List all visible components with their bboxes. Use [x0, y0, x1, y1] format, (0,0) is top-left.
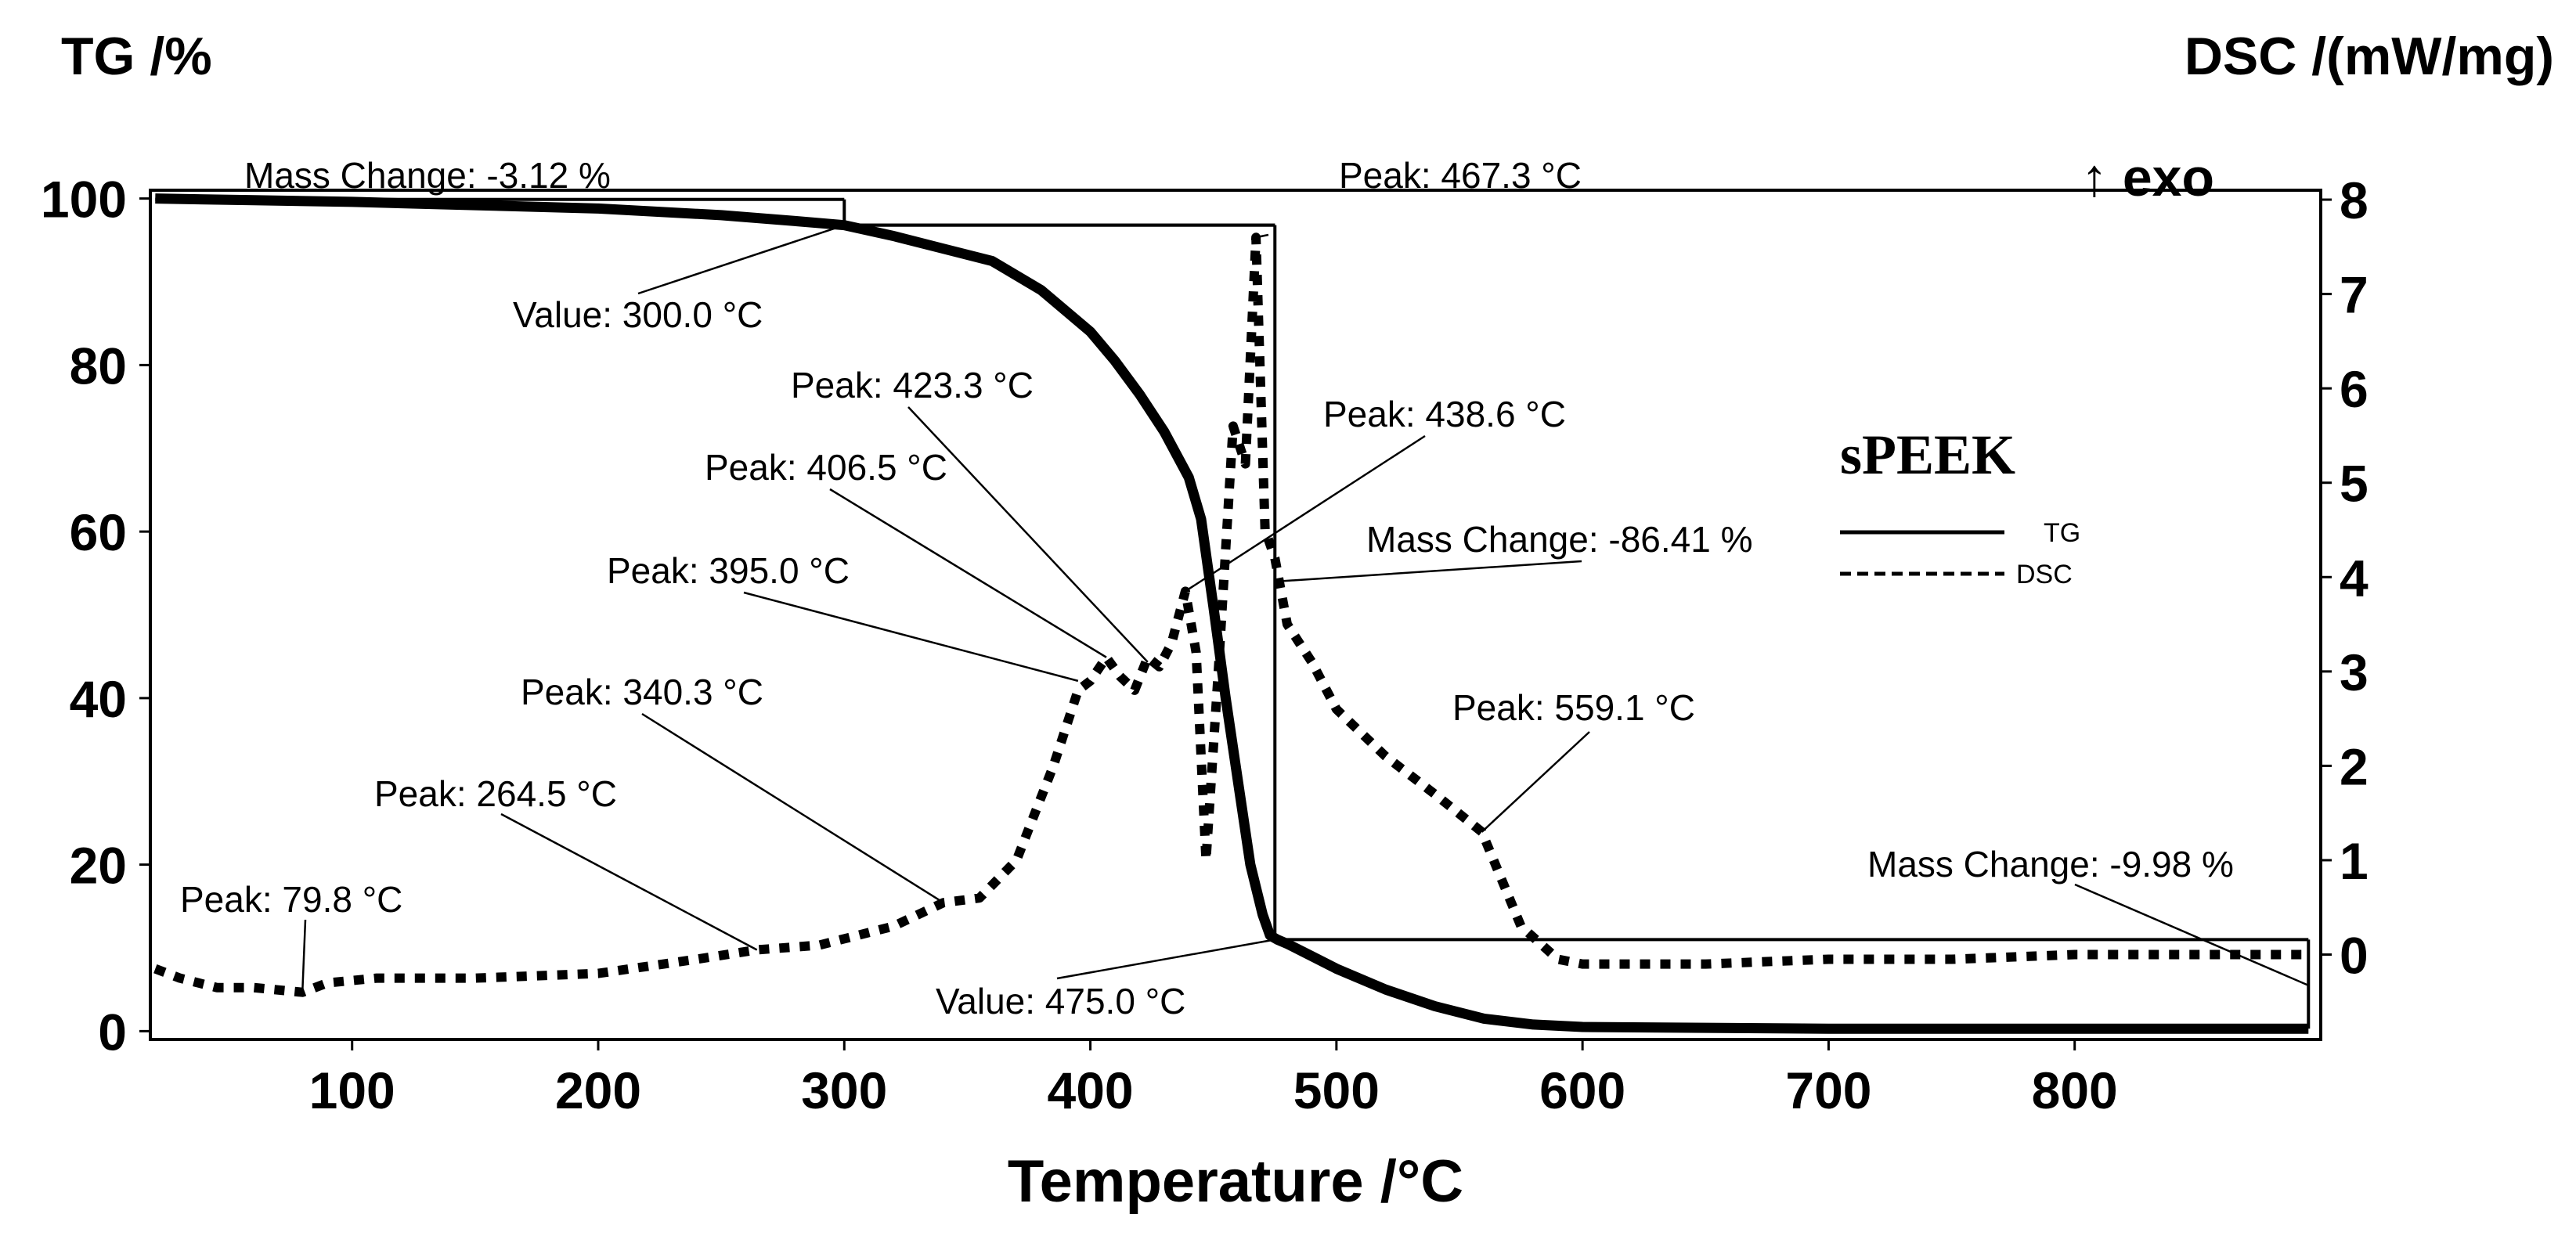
x-tick-label: 800 — [2032, 1061, 2118, 1119]
y-right-tick-label: 4 — [2340, 549, 2369, 607]
annotation-labels: Peak: 79.8 °C Peak: 264.5 °C Peak: 340.3 °… — [180, 155, 2234, 1021]
y-right-tick-label: 6 — [2340, 360, 2369, 418]
x-tick-label: 600 — [1539, 1061, 1625, 1119]
peak-label: Peak: 467.3 °C — [1339, 155, 1582, 196]
plot-frame — [149, 189, 2322, 1041]
mass-change-label: Mass Change: -3.12 % — [244, 155, 611, 196]
value-label: Value: 475.0 °C — [936, 981, 1185, 1021]
x-tick-label: 200 — [555, 1061, 641, 1119]
y-right-tick-label: 0 — [2340, 927, 2369, 985]
x-tick-label: 500 — [1293, 1061, 1380, 1119]
dsc-series-line — [153, 232, 2309, 997]
y-left-tick-label: 60 — [70, 503, 127, 561]
legend-label-dsc: DSC — [2016, 560, 2073, 589]
value-label: Value: 300.0 °C — [513, 294, 763, 335]
peak-leader-line — [301, 919, 307, 993]
peak-label: Peak: 423.3 °C — [791, 365, 1034, 405]
legend-label-tg: TG — [2044, 518, 2080, 548]
peak-label: Peak: 438.6 °C — [1323, 394, 1566, 434]
x-axis-ticks: 100 200 300 400 500 600 700 800 — [309, 1039, 2118, 1119]
peak-leader-line — [829, 488, 1107, 658]
x-tick-label: 400 — [1048, 1061, 1134, 1119]
peak-label: Peak: 559.1 °C — [1452, 687, 1695, 728]
peak-leader-line — [1481, 731, 1590, 833]
peak-label: Peak: 406.5 °C — [705, 447, 947, 488]
peak-label: Peak: 264.5 °C — [374, 773, 617, 814]
y-left-tick-label: 0 — [98, 1003, 127, 1061]
peak-label: Peak: 79.8 °C — [180, 879, 402, 920]
y-right-tick-label: 5 — [2340, 455, 2369, 513]
y-axis-right-ticks: 0 1 2 3 4 5 6 7 8 — [2321, 171, 2369, 985]
y-right-tick-label: 7 — [2340, 266, 2369, 324]
tg-series-line — [155, 193, 2309, 1034]
peak-leader-line — [743, 591, 1079, 683]
sample-label: sPEEK — [1840, 423, 2015, 486]
mass-change-leader-line — [2074, 883, 2309, 987]
y-right-tick-label: 3 — [2340, 643, 2369, 701]
y-right-tick-label: 1 — [2340, 832, 2369, 890]
series-layer — [153, 193, 2309, 1034]
x-axis-title: Temperature /°C — [1008, 1148, 1463, 1215]
annotation-lines — [155, 197, 2311, 1029]
y-left-tick-label: 80 — [70, 337, 127, 395]
peak-leader-line — [500, 812, 758, 951]
y-left-tick-label: 100 — [41, 171, 127, 229]
mass-change-leader-line — [1275, 560, 1582, 583]
mass-change-label: Mass Change: -9.98 % — [1867, 844, 2234, 885]
peak-label: Peak: 395.0 °C — [607, 550, 850, 591]
y-left-tick-label: 20 — [70, 837, 127, 895]
peak-leader-line — [641, 712, 944, 904]
value-leader-line — [637, 224, 845, 295]
mass-change-label: Mass Change: -86.41 % — [1366, 519, 1753, 560]
x-tick-label: 100 — [309, 1061, 395, 1119]
exo-label: ↑ exo — [2081, 148, 2214, 207]
peak-label: Peak: 340.3 °C — [521, 672, 763, 712]
y-right-tick-label: 2 — [2340, 737, 2369, 795]
y-axis-left-ticks: 0 20 40 60 80 100 — [41, 171, 150, 1061]
value-leader-line — [1056, 939, 1275, 980]
y-left-tick-label: 40 — [70, 670, 127, 728]
y-axis-right-title: DSC /(mW/mg) — [2185, 27, 2554, 86]
y-right-tick-label: 8 — [2340, 171, 2369, 229]
y-axis-left-title: TG /% — [61, 27, 212, 86]
x-tick-label: 300 — [801, 1061, 887, 1119]
legend: TG DSC — [1840, 518, 2080, 589]
peak-leader-line — [907, 406, 1149, 663]
x-tick-label: 700 — [1785, 1061, 1871, 1119]
